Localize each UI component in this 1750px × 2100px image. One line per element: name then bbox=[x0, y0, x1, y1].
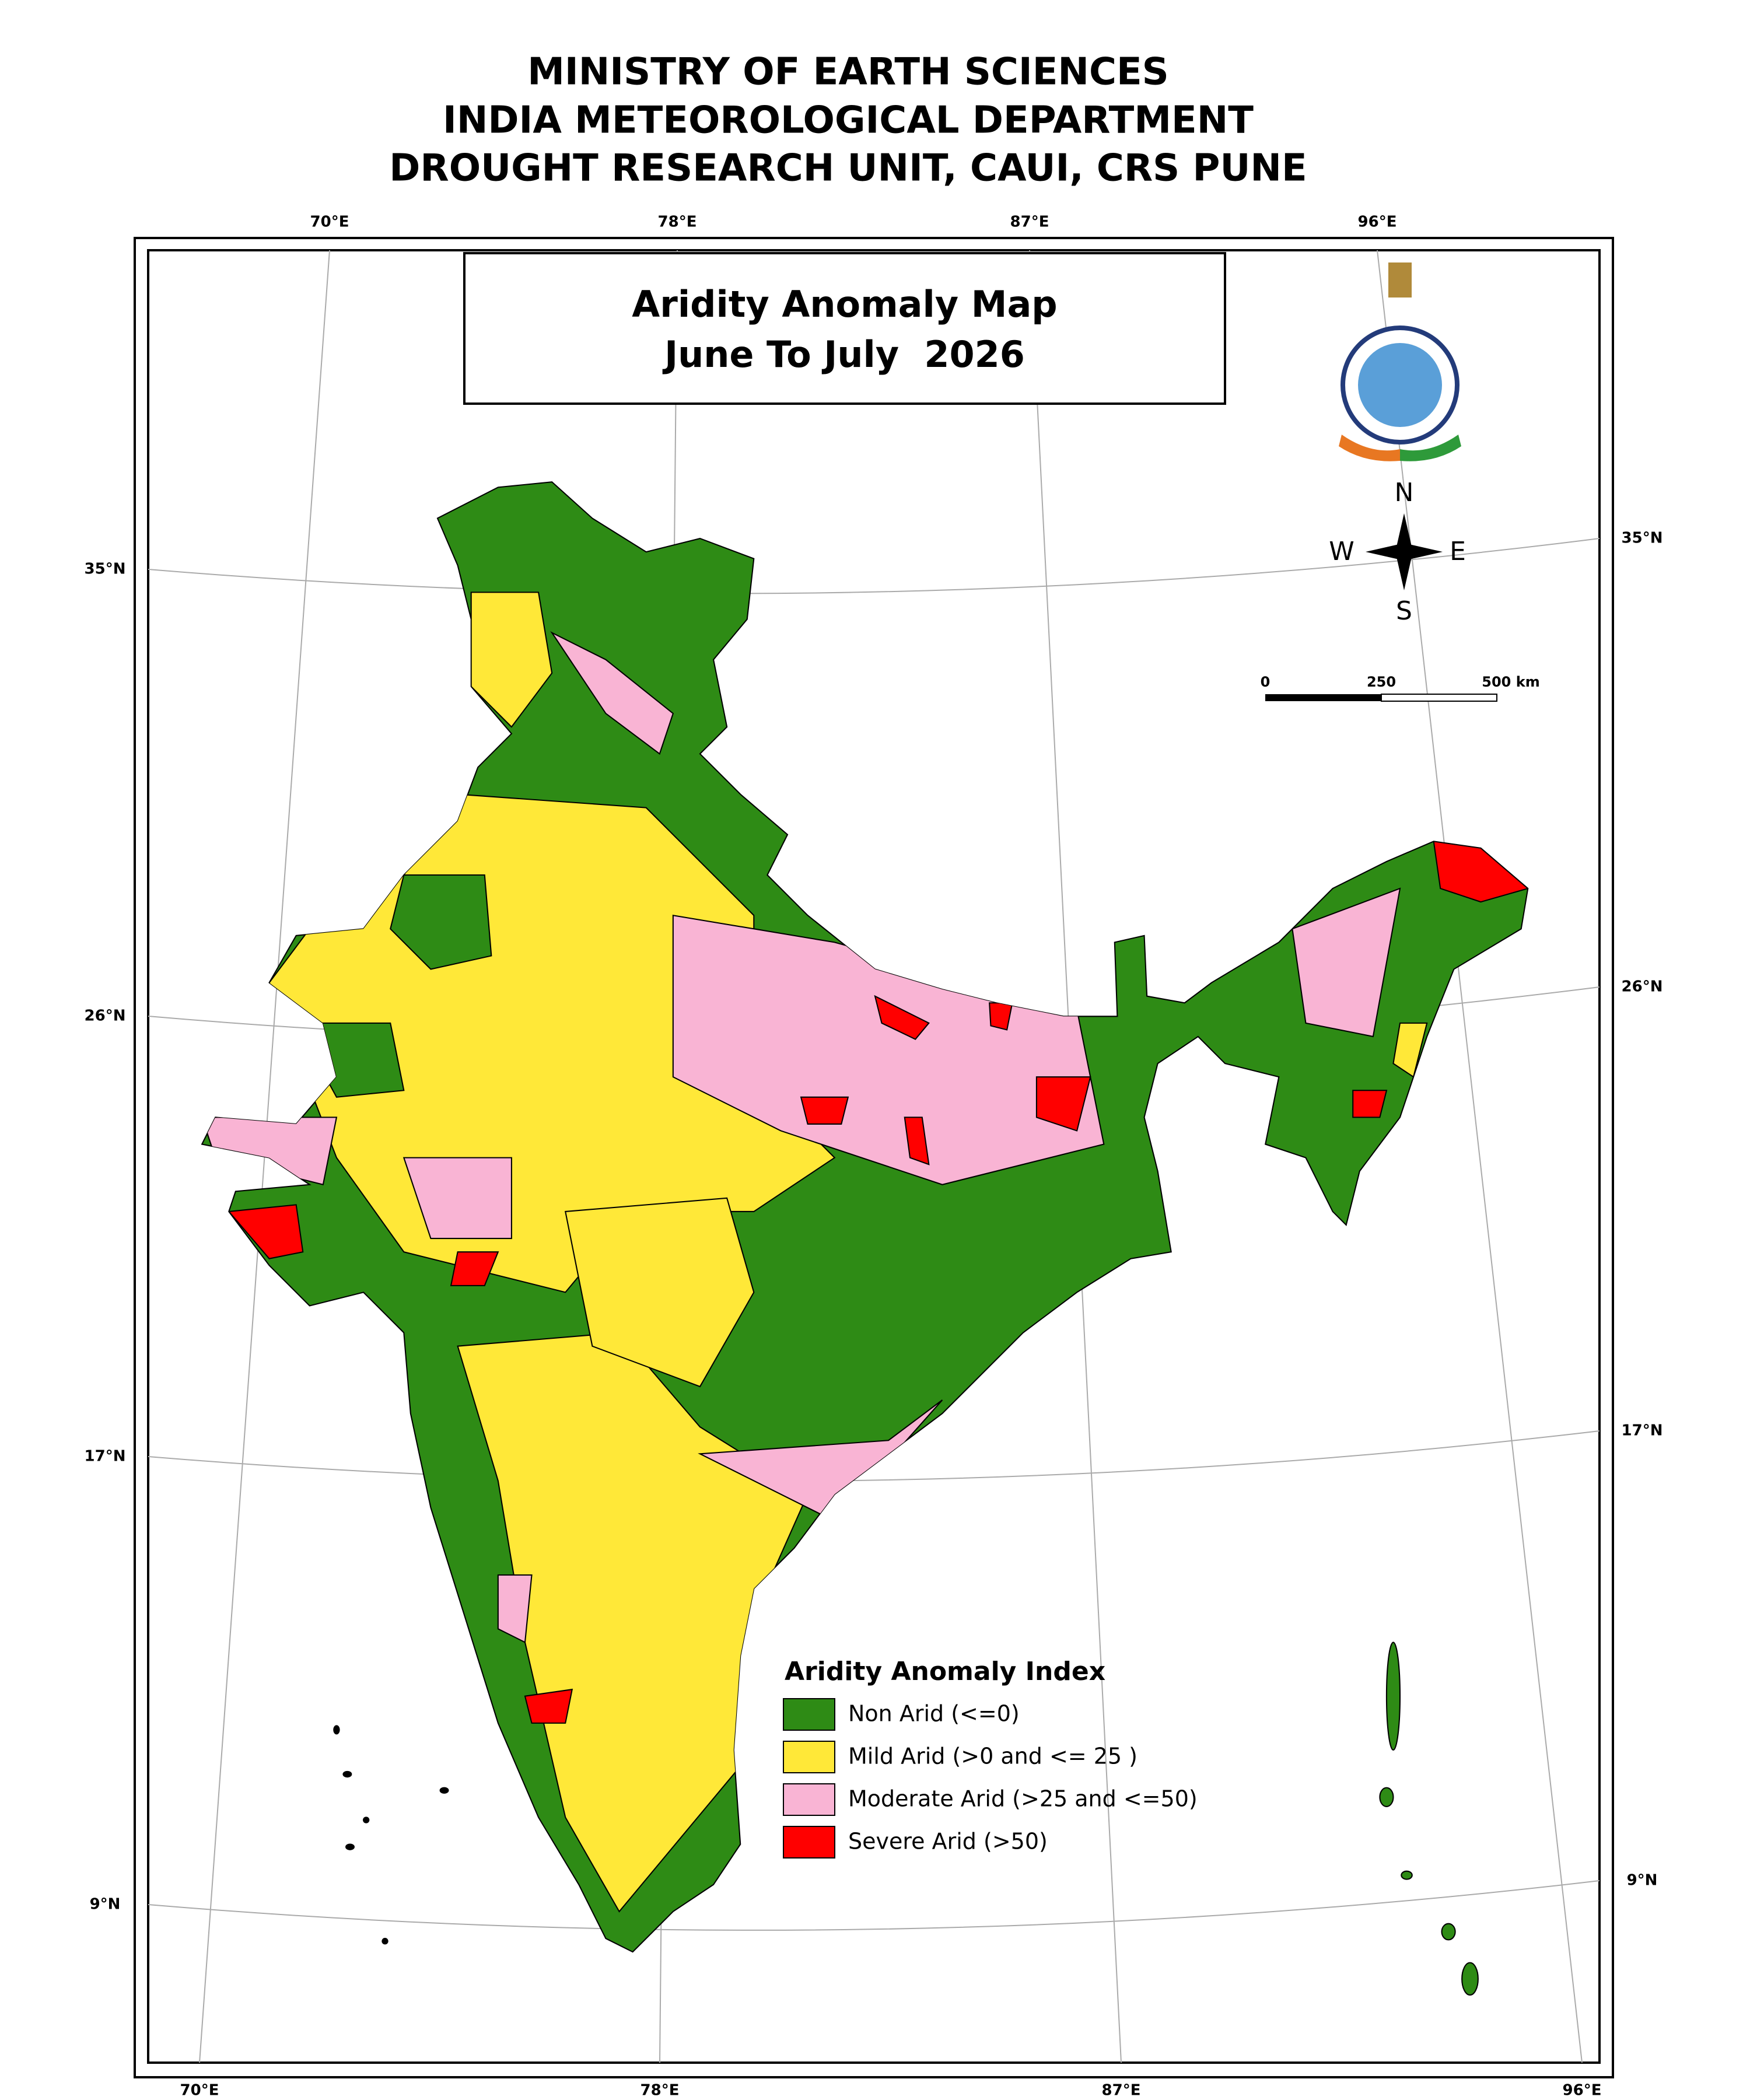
compass-n: N bbox=[1395, 478, 1414, 508]
region bbox=[402, 1157, 512, 1240]
region bbox=[1433, 841, 1528, 903]
island bbox=[1379, 1787, 1394, 1807]
logo-globe bbox=[1358, 343, 1442, 427]
island bbox=[1401, 1870, 1413, 1880]
legend-swatch bbox=[783, 1698, 835, 1731]
compass-needle bbox=[1366, 543, 1443, 561]
parallel bbox=[148, 1430, 1600, 1482]
lat-label: 35°N bbox=[1622, 530, 1663, 547]
compass: N W E S bbox=[1329, 478, 1466, 626]
legend-label: Mild Arid (>0 and <= 25 ) bbox=[848, 1744, 1138, 1769]
scale-segment bbox=[1265, 694, 1381, 701]
island bbox=[333, 1725, 340, 1735]
region bbox=[228, 1204, 304, 1259]
lat-label: 35°N bbox=[85, 561, 126, 578]
map-subtitle: June To July 2026 bbox=[662, 333, 1025, 376]
island bbox=[1385, 1642, 1401, 1751]
header-line: DROUGHT RESEARCH UNIT, CAUI, CRS PUNE bbox=[389, 147, 1307, 190]
lon-label: 78°E bbox=[640, 2082, 680, 2099]
legend-swatch bbox=[783, 1826, 835, 1859]
inner-frame bbox=[147, 249, 1601, 2064]
lon-label: 96°E bbox=[1563, 2082, 1602, 2099]
lat-label: 26°N bbox=[85, 1007, 126, 1025]
region bbox=[550, 631, 674, 755]
compass-s: S bbox=[1396, 596, 1412, 626]
lon-label: 70°E bbox=[310, 214, 349, 231]
lon-label: 87°E bbox=[1102, 2082, 1141, 2099]
island bbox=[345, 1843, 355, 1850]
lat-label: 26°N bbox=[1622, 978, 1663, 996]
legend-swatch bbox=[783, 1783, 835, 1816]
region bbox=[1352, 1090, 1388, 1118]
outer-frame bbox=[134, 237, 1614, 2078]
region bbox=[390, 874, 492, 970]
scale-label: 250 bbox=[1367, 674, 1396, 690]
scale-label: 0 bbox=[1261, 674, 1270, 690]
scale-label: 500 km bbox=[1482, 674, 1539, 690]
islands bbox=[333, 1642, 1479, 1996]
lat-label: 9°N bbox=[90, 1896, 121, 1913]
region bbox=[564, 1197, 755, 1388]
title-box bbox=[463, 252, 1226, 405]
header-line: MINISTRY OF EARTH SCIENCES bbox=[527, 51, 1169, 94]
legend-swatch bbox=[783, 1741, 835, 1773]
region bbox=[800, 1096, 849, 1125]
region bbox=[450, 1251, 499, 1286]
island bbox=[1441, 1923, 1456, 1941]
island bbox=[363, 1817, 370, 1824]
region bbox=[1292, 887, 1401, 1038]
scale-bar: 0 250 500 km bbox=[1261, 674, 1540, 702]
region bbox=[1392, 1022, 1428, 1078]
island bbox=[439, 1787, 449, 1794]
island bbox=[1461, 1962, 1479, 1996]
lon-label: 70°E bbox=[180, 2082, 219, 2099]
lon-label: 96°E bbox=[1358, 214, 1397, 231]
graticule-labels: 70°E 78°E 87°E 96°E 70°E 78°E 87°E 96°E … bbox=[85, 214, 1663, 2099]
lat-label: 17°N bbox=[85, 1448, 126, 1465]
region bbox=[295, 1022, 405, 1098]
scale-segment bbox=[1381, 694, 1497, 702]
parallel bbox=[148, 1880, 1600, 1931]
region bbox=[470, 592, 553, 728]
island bbox=[382, 1938, 388, 1945]
compass-w: W bbox=[1329, 537, 1354, 566]
region bbox=[497, 1574, 533, 1643]
region bbox=[904, 1116, 930, 1166]
region bbox=[1035, 1076, 1091, 1132]
districts bbox=[202, 592, 1528, 1913]
legend-label: Non Arid (<=0) bbox=[848, 1701, 1020, 1727]
region bbox=[524, 1688, 573, 1724]
logo-ribbon bbox=[1400, 435, 1461, 461]
compass-e: E bbox=[1450, 537, 1466, 566]
parallel bbox=[148, 538, 1600, 594]
legend-label: Severe Arid (>50) bbox=[848, 1829, 1048, 1854]
region bbox=[874, 995, 930, 1040]
legend-title: Aridity Anomaly Index bbox=[785, 1657, 1105, 1686]
lat-label: 9°N bbox=[1627, 1872, 1658, 1889]
map-title: Aridity Anomaly Map bbox=[632, 283, 1057, 326]
legend: Aridity Anomaly Index Non Arid (<=0) Mild… bbox=[783, 1657, 1198, 1859]
meridian bbox=[1377, 250, 1583, 2063]
lon-label: 78°E bbox=[658, 214, 697, 231]
lat-label: 17°N bbox=[1622, 1422, 1663, 1440]
emblem bbox=[1388, 262, 1412, 298]
header-line: INDIA METEOROLOGICAL DEPARTMENT bbox=[443, 99, 1254, 142]
island bbox=[342, 1770, 352, 1778]
lon-label: 87°E bbox=[1010, 214, 1049, 231]
region bbox=[202, 1116, 338, 1186]
legend-label: Moderate Arid (>25 and <=50) bbox=[848, 1786, 1198, 1812]
imd-logo bbox=[1339, 262, 1461, 461]
india-map bbox=[201, 481, 1529, 1996]
logo-ribbon bbox=[1339, 435, 1400, 461]
